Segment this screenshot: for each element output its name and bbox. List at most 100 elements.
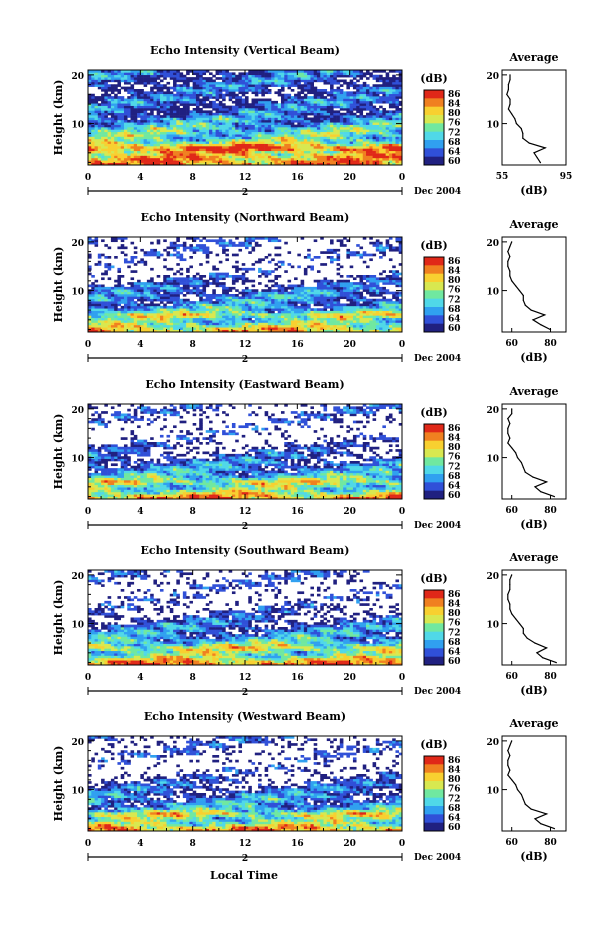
heatmap-cell — [156, 117, 161, 121]
heatmap-cell — [215, 301, 220, 304]
heatmap-cell — [222, 105, 226, 109]
heatmap-cell — [254, 81, 259, 85]
heatmap-cell — [137, 315, 141, 319]
heatmap-cell — [159, 115, 164, 118]
heatmap-cell — [123, 327, 128, 330]
heatmap-cell — [133, 117, 138, 121]
heatmap-cell — [372, 150, 377, 154]
heatmap-cell — [146, 322, 151, 326]
heatmap-cell — [395, 105, 400, 109]
heatmap-cell — [215, 131, 220, 135]
heatmap-cell — [271, 313, 275, 316]
heatmap-cell — [362, 313, 367, 316]
heatmap-cell — [307, 81, 311, 85]
heatmap-cell — [130, 105, 135, 109]
heatmap-cell — [179, 322, 184, 326]
heatmap-cell — [189, 129, 193, 133]
heatmap-cell — [94, 84, 99, 87]
heatmap-cell — [241, 303, 246, 307]
heatmap-cell — [101, 119, 105, 123]
heatmap-cell — [320, 127, 324, 130]
heatmap-cell — [91, 93, 95, 97]
heatmap-cell — [222, 141, 226, 144]
heatmap-cell — [195, 84, 200, 87]
heatmap-cell — [245, 79, 249, 83]
average-point — [522, 137, 524, 139]
heatmap-cell — [176, 131, 180, 135]
heatmap-cell — [97, 136, 102, 140]
heatmap-cell — [110, 108, 115, 111]
heatmap-cell — [280, 157, 285, 161]
heatmap-cell — [169, 74, 174, 78]
heatmap-cell — [346, 148, 350, 152]
heatmap-cell — [271, 146, 275, 149]
heatmap-cell — [359, 86, 364, 90]
heatmap-cell — [271, 74, 275, 78]
heatmap-cell — [143, 105, 148, 109]
heatmap-cell — [251, 119, 256, 123]
heatmap-cell — [349, 84, 354, 87]
heatmap-cell — [343, 138, 347, 142]
heatmap-cell — [307, 320, 311, 323]
colorbar-swatch — [424, 106, 444, 116]
heatmap-cell — [277, 115, 282, 118]
heatmap-cell — [261, 136, 265, 140]
heatmap-cell — [104, 122, 108, 125]
heatmap-cell — [254, 70, 259, 73]
heatmap-cell — [218, 320, 223, 323]
heatmap-cell — [271, 134, 275, 137]
heatmap-cell — [192, 146, 197, 149]
heatmap-cell — [166, 81, 171, 85]
heatmap-cell — [339, 91, 344, 95]
heatmap-cell — [392, 110, 396, 114]
heatmap-cell — [258, 153, 262, 156]
heatmap-cell — [379, 143, 383, 147]
heatmap-cell — [205, 129, 210, 133]
heatmap-cell — [150, 162, 154, 166]
heatmap-cell — [271, 112, 275, 116]
heatmap-cell — [159, 313, 164, 316]
heatmap-cell — [231, 96, 236, 99]
heatmap-cell — [251, 160, 256, 163]
heatmap-cell — [379, 91, 383, 95]
heatmap-cell — [300, 122, 305, 125]
heatmap-cell — [385, 98, 390, 102]
heatmap-cell — [143, 155, 148, 159]
heatmap-cell — [290, 150, 295, 154]
heatmap-cell — [385, 110, 390, 114]
heatmap-cell — [326, 162, 331, 166]
heatmap-cell — [235, 153, 239, 156]
heatmap-cell — [274, 298, 279, 302]
heatmap-cell — [91, 110, 95, 114]
heatmap-cell — [290, 98, 295, 102]
heatmap-cell — [352, 146, 357, 149]
heatmap-cell — [107, 117, 112, 121]
heatmap-cell — [205, 310, 210, 314]
heatmap-cell — [218, 100, 223, 104]
heatmap-cell — [316, 122, 321, 125]
heatmap-cell — [254, 129, 259, 133]
heatmap-cell — [202, 315, 207, 319]
heatmap-cell — [379, 115, 383, 118]
heatmap-cell — [294, 124, 298, 128]
heatmap-cell — [300, 327, 305, 330]
heatmap-cell — [117, 81, 122, 85]
heatmap-cell — [209, 157, 213, 161]
heatmap-cell — [369, 115, 373, 118]
heatmap-cell — [297, 93, 301, 97]
heatmap-cell — [398, 153, 403, 156]
heatmap-cell — [267, 91, 272, 95]
heatmap-cell — [101, 153, 105, 156]
heatmap-cell — [320, 160, 324, 163]
heatmap-cell — [290, 105, 295, 109]
heatmap-cell — [94, 108, 99, 111]
heatmap-cell — [195, 100, 200, 104]
heatmap-cell — [238, 84, 243, 87]
heatmap-cell — [349, 155, 354, 159]
heatmap-cell — [166, 308, 171, 311]
heatmap-cell — [362, 322, 367, 326]
heatmap-cell — [238, 77, 243, 80]
heatmap-cell — [169, 324, 174, 328]
heatmap-cell — [359, 112, 364, 116]
heatmap-cell — [287, 315, 292, 319]
